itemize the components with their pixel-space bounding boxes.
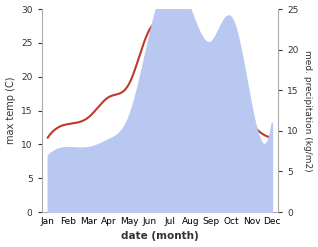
X-axis label: date (month): date (month) (121, 231, 199, 242)
Y-axis label: max temp (C): max temp (C) (5, 77, 16, 144)
Y-axis label: med. precipitation (kg/m2): med. precipitation (kg/m2) (303, 50, 313, 171)
